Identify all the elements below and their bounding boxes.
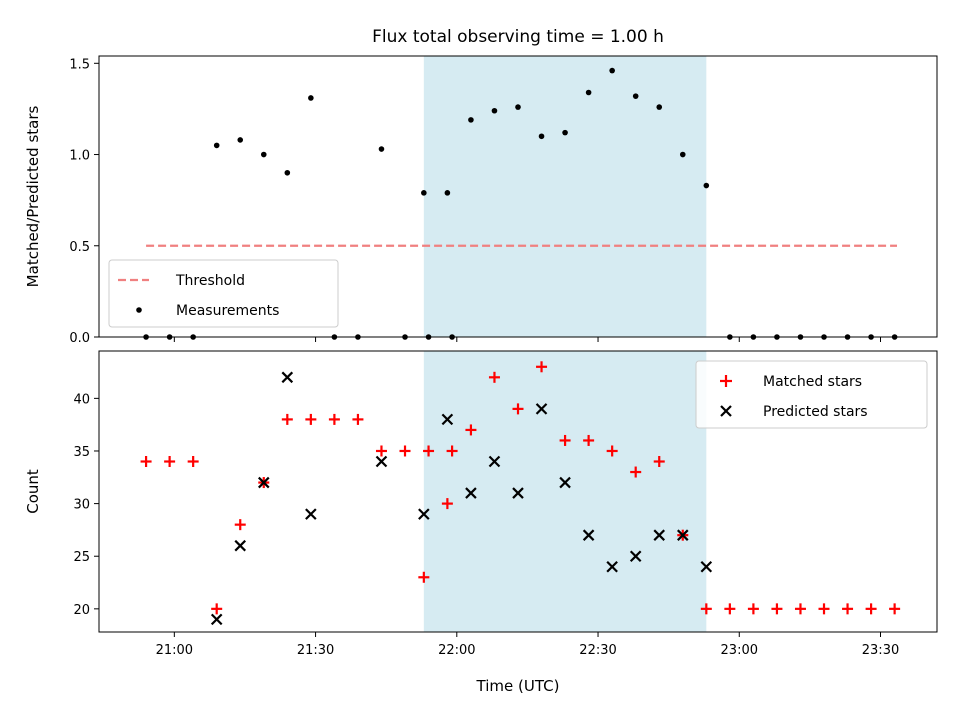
x-tick-label: 22:30: [579, 643, 616, 658]
chart-title: Flux total observing time = 1.00 h: [372, 27, 664, 47]
point-matched-stars-2: [188, 456, 199, 467]
y-tick-label: 20: [73, 603, 90, 618]
point-matched-stars-33: [866, 603, 877, 614]
point-predicted-stars-3: [282, 372, 292, 382]
point-measurements-3: [214, 143, 220, 149]
point-matched-stars-3: [211, 603, 222, 614]
point-measurements-5: [261, 152, 267, 158]
x-axis-label: Time (UTC): [476, 677, 560, 695]
point-measurements-6: [285, 170, 291, 176]
x-tick-label: 21:00: [156, 643, 193, 658]
point-matched-stars-27: [724, 603, 735, 614]
point-measurements-25: [680, 152, 686, 158]
point-measurements-24: [656, 104, 662, 110]
point-measurements-23: [633, 93, 639, 99]
point-predicted-stars-1: [235, 541, 245, 551]
point-measurements-22: [609, 68, 615, 74]
point-matched-stars-8: [329, 414, 340, 425]
point-matched-stars-10: [376, 445, 387, 456]
y-axis-label: Count: [24, 469, 42, 514]
svg-text:Matched stars: Matched stars: [763, 374, 862, 390]
point-measurements-15: [445, 190, 451, 196]
shaded-region: [424, 351, 706, 632]
svg-text:Measurements: Measurements: [176, 303, 279, 319]
y-tick-label: 35: [73, 445, 90, 460]
shaded-region: [424, 56, 706, 337]
point-measurements-26: [704, 183, 710, 189]
point-matched-stars-31: [819, 603, 830, 614]
point-measurements-17: [492, 108, 498, 114]
point-predicted-stars-5: [376, 457, 386, 467]
point-matched-stars-9: [352, 414, 363, 425]
y-tick-label: 30: [73, 498, 90, 513]
point-matched-stars-0: [141, 456, 152, 467]
x-tick-label: 23:00: [721, 643, 758, 658]
point-matched-stars-30: [795, 603, 806, 614]
point-measurements-20: [562, 130, 568, 136]
legend: Threshold Measurements: [109, 260, 338, 327]
point-measurements-16: [468, 117, 474, 123]
x-tick-label: 21:30: [297, 643, 334, 658]
y-tick-label: 25: [73, 550, 90, 565]
point-measurements-10: [379, 146, 385, 152]
point-measurements-14: [421, 190, 427, 196]
point-matched-stars-29: [771, 603, 782, 614]
top-panel-ratio: 0.0 0.5 1.0 1.5 Flux total observing time = …: [24, 27, 937, 346]
point-matched-stars-11: [400, 445, 411, 456]
x-tick-label: 22:00: [438, 643, 475, 658]
svg-text:Predicted stars: Predicted stars: [763, 404, 868, 420]
point-predicted-stars-0: [212, 614, 222, 624]
legend: Matched stars Predicted stars: [696, 361, 927, 428]
y-tick-label: 0.5: [69, 240, 90, 255]
point-matched-stars-34: [889, 603, 900, 614]
point-matched-stars-28: [748, 603, 759, 614]
point-matched-stars-7: [305, 414, 316, 425]
point-predicted-stars-4: [306, 509, 316, 519]
svg-text:Threshold: Threshold: [175, 273, 245, 289]
y-axis-label: Matched/Predicted stars: [24, 106, 42, 288]
y-tick-label: 1.5: [69, 57, 90, 72]
point-matched-stars-4: [235, 519, 246, 530]
y-tick-label: 40: [73, 392, 90, 407]
point-matched-stars-32: [842, 603, 853, 614]
point-measurements-19: [539, 133, 545, 139]
point-matched-stars-6: [282, 414, 293, 425]
y-tick-label: 0.0: [69, 331, 90, 346]
y-tick-label: 1.0: [69, 149, 90, 164]
point-matched-stars-1: [164, 456, 175, 467]
point-measurements-21: [586, 90, 592, 96]
point-measurements-18: [515, 104, 521, 110]
figure: 0.0 0.5 1.0 1.5 Flux total observing time = …: [0, 0, 960, 720]
point-measurements-7: [308, 95, 314, 101]
point-measurements-4: [237, 137, 243, 143]
x-tick-label: 23:30: [862, 643, 899, 658]
bottom-panel-count: 20 25 30 35 40 21:00 21:30 22:00 22:30 23:00 23:30…: [24, 351, 937, 695]
